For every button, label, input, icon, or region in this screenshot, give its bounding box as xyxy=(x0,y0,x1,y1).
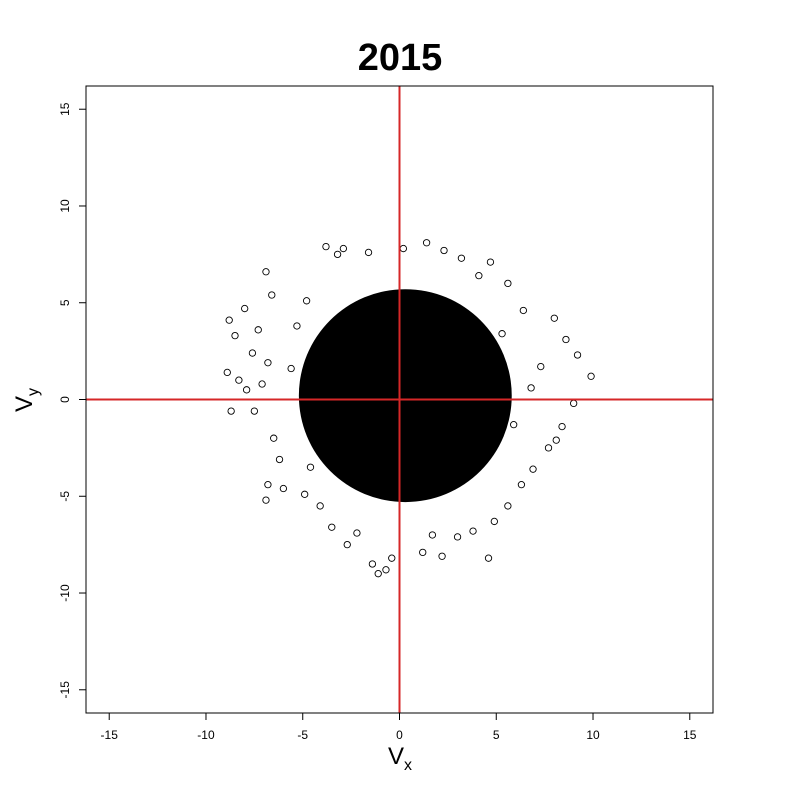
data-point xyxy=(422,239,431,247)
data-point xyxy=(264,359,272,367)
y-tick-label: 5 xyxy=(58,299,72,306)
data-point xyxy=(562,335,570,344)
scatter-points xyxy=(223,239,595,578)
x-tick-label: -5 xyxy=(297,728,308,742)
data-point xyxy=(227,407,235,415)
x-tick-label: -15 xyxy=(101,728,119,742)
y-tick-label: -5 xyxy=(58,491,72,502)
data-point xyxy=(517,480,526,489)
data-point xyxy=(544,444,553,452)
x-axis-label: Vx xyxy=(388,743,412,774)
x-tick-label: 15 xyxy=(683,728,697,742)
dense-point-cloud-core xyxy=(298,289,512,503)
data-point xyxy=(316,502,324,510)
data-point xyxy=(364,248,373,257)
x-tick-label: 10 xyxy=(586,728,600,742)
data-point xyxy=(258,380,266,388)
data-point xyxy=(469,527,477,535)
data-point xyxy=(519,306,528,315)
data-point xyxy=(475,271,483,280)
data-point xyxy=(275,455,284,464)
x-axis-label-main: V xyxy=(388,743,404,770)
data-point xyxy=(231,331,239,340)
data-point xyxy=(322,242,330,251)
data-point xyxy=(529,465,537,473)
data-point xyxy=(573,351,582,359)
y-tick-label: -10 xyxy=(58,584,72,602)
data-point xyxy=(440,246,448,255)
data-point xyxy=(368,560,377,568)
data-point xyxy=(264,480,272,489)
data-point xyxy=(457,254,466,262)
data-point xyxy=(339,244,348,253)
data-point xyxy=(279,484,288,493)
data-point xyxy=(490,517,498,526)
x-axis: -15 -10 -5 0 5 10 15 xyxy=(101,713,697,742)
data-point xyxy=(388,554,396,562)
data-point xyxy=(504,279,512,288)
data-point xyxy=(301,490,309,498)
data-point xyxy=(527,384,535,392)
data-point xyxy=(270,434,278,442)
data-point xyxy=(333,250,342,259)
data-point xyxy=(223,368,231,377)
data-point xyxy=(484,554,493,562)
data-point xyxy=(374,570,382,578)
data-point xyxy=(498,330,506,338)
data-point xyxy=(262,496,270,504)
data-point xyxy=(558,422,566,431)
x-tick-label: 5 xyxy=(493,728,500,742)
y-axis-label-sub: y xyxy=(25,388,42,396)
y-tick-label: 0 xyxy=(58,396,72,403)
data-point xyxy=(453,533,462,541)
data-point xyxy=(254,326,262,334)
data-point xyxy=(235,376,243,384)
data-point xyxy=(225,316,233,324)
data-point xyxy=(550,314,558,322)
data-point xyxy=(287,364,295,373)
data-point xyxy=(428,531,437,539)
y-axis-label: Vy xyxy=(11,388,42,412)
y-tick-label: 15 xyxy=(58,102,72,116)
data-point xyxy=(552,436,560,444)
x-axis-label-sub: x xyxy=(404,757,412,774)
data-point xyxy=(293,322,301,330)
data-point xyxy=(510,421,518,429)
data-point xyxy=(570,399,578,408)
data-point xyxy=(242,386,251,394)
x-tick-label: 0 xyxy=(396,728,403,742)
data-point xyxy=(353,529,361,537)
reference-lines xyxy=(86,86,713,713)
y-tick-label: -15 xyxy=(58,681,72,699)
chart-title: 2015 xyxy=(358,37,443,79)
data-point xyxy=(302,297,311,305)
data-point xyxy=(504,502,512,510)
y-tick-label: 10 xyxy=(58,199,72,213)
dense-point-cloud xyxy=(298,289,512,503)
data-point xyxy=(399,244,408,253)
data-point xyxy=(306,463,315,471)
data-point xyxy=(537,362,545,371)
y-axis: -15 -10 -5 0 5 10 15 xyxy=(58,102,86,698)
data-point xyxy=(241,304,249,313)
data-point xyxy=(262,268,270,276)
data-point xyxy=(250,407,259,415)
data-point xyxy=(382,566,390,574)
data-point xyxy=(587,372,595,380)
data-point xyxy=(248,349,257,357)
data-point xyxy=(328,523,336,531)
data-point xyxy=(438,552,446,560)
y-axis-label-main: V xyxy=(11,396,38,412)
data-point xyxy=(419,548,427,557)
data-point xyxy=(486,258,495,266)
data-point xyxy=(268,291,276,299)
data-point xyxy=(343,540,351,549)
x-tick-label: -10 xyxy=(197,728,215,742)
